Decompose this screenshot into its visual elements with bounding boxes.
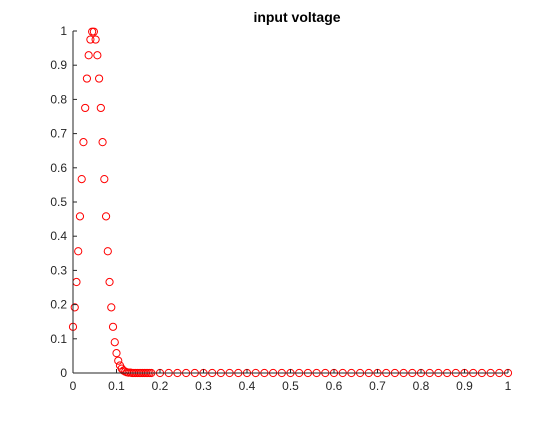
data-point xyxy=(88,27,97,36)
x-tick-label: 1 xyxy=(505,379,512,393)
y-tick-label: 1 xyxy=(60,24,67,38)
x-tick-label: 0.4 xyxy=(239,379,256,393)
data-point xyxy=(107,303,116,312)
data-point xyxy=(72,277,81,287)
y-tick-label: 0.2 xyxy=(50,298,67,312)
data-point xyxy=(89,27,98,36)
data-point xyxy=(86,35,95,44)
data-point xyxy=(95,74,104,83)
data-point xyxy=(81,103,90,113)
data-point xyxy=(112,349,121,358)
data-point xyxy=(96,103,105,113)
x-tick-label: 0.3 xyxy=(195,379,212,393)
data-point xyxy=(93,51,102,60)
x-tick-label: 0.1 xyxy=(108,379,125,393)
chart-title: input voltage xyxy=(253,9,340,25)
data-point xyxy=(84,51,93,60)
y-tick-label: 0.9 xyxy=(50,58,67,72)
x-tick-label: 0 xyxy=(70,379,77,393)
y-tick-label: 0 xyxy=(60,366,67,380)
data-point xyxy=(101,212,111,221)
y-tick-label: 0.4 xyxy=(50,229,67,243)
data-point xyxy=(82,74,92,83)
data-point xyxy=(105,277,114,287)
data-point xyxy=(70,303,79,312)
y-tick-label: 0.6 xyxy=(50,161,67,175)
x-tick-label: 0.9 xyxy=(456,379,473,393)
y-tick-label: 0.8 xyxy=(50,92,67,106)
axes-layer: 0 0.1 0.2 0.3 0.4 0.5 0.6 0.7 0.8 0.9 1 0 0.1 0.2 0.3 0… xyxy=(50,24,511,393)
x-tick-label: 0.7 xyxy=(369,379,386,393)
y-tick-label: 0.3 xyxy=(50,263,67,277)
data-point xyxy=(98,138,107,147)
data-point xyxy=(103,247,112,256)
x-tick-label: 0.6 xyxy=(326,379,343,393)
y-tick-label: 0.1 xyxy=(50,332,67,346)
data-point xyxy=(91,35,100,44)
data-point xyxy=(79,138,88,147)
x-tick-label: 0.5 xyxy=(282,379,299,393)
data-point xyxy=(100,174,109,184)
x-tick-label: 0.8 xyxy=(413,379,430,393)
data-point xyxy=(114,356,123,365)
data-point xyxy=(77,174,86,184)
data-point xyxy=(108,322,118,331)
data-point xyxy=(75,212,85,221)
y-tick-label: 0.5 xyxy=(50,195,67,209)
x-tick-label: 0.2 xyxy=(152,379,169,393)
data-point xyxy=(110,338,119,347)
data-layer xyxy=(68,27,513,378)
data-point xyxy=(74,247,83,256)
y-tick-label: 0.7 xyxy=(50,127,67,141)
